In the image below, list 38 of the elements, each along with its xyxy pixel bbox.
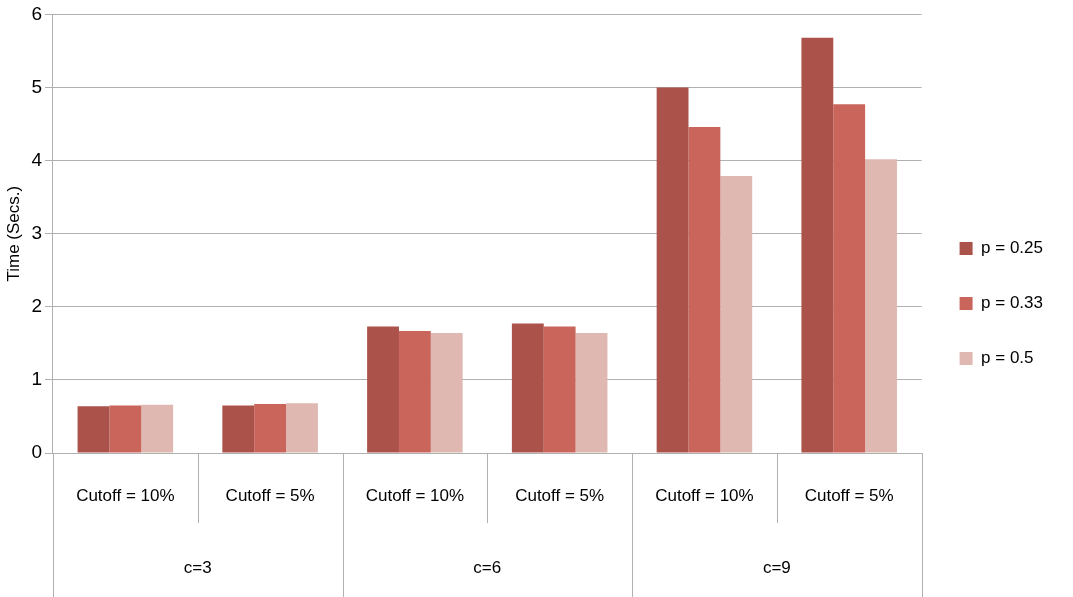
y-tick-label: 3 bbox=[31, 221, 42, 243]
y-tick-label: 1 bbox=[31, 368, 42, 390]
bar bbox=[543, 326, 576, 453]
bar bbox=[254, 404, 287, 453]
x-tick-label: Cutoff = 5% bbox=[515, 485, 605, 505]
x-tick-label: Cutoff = 10% bbox=[655, 485, 754, 505]
legend-label: p = 0.33 bbox=[981, 293, 1044, 313]
y-axis-title: Time (Secs.) bbox=[3, 185, 23, 282]
y-tick-label: 4 bbox=[31, 148, 43, 170]
legend-label: p = 0.5 bbox=[981, 348, 1034, 368]
bar bbox=[833, 104, 866, 453]
x-tick-label: Cutoff = 5% bbox=[804, 485, 894, 505]
bar bbox=[801, 37, 834, 453]
bar bbox=[430, 333, 463, 453]
text: c=6 bbox=[473, 557, 502, 577]
y-tick-label: 6 bbox=[31, 2, 42, 24]
y-tick-label: 2 bbox=[31, 295, 42, 317]
bar bbox=[656, 87, 689, 453]
x-tick-label: Cutoff = 5% bbox=[225, 485, 315, 505]
bar bbox=[77, 406, 110, 453]
legend-label: p = 0.25 bbox=[981, 238, 1044, 258]
bar bbox=[286, 403, 318, 453]
bar bbox=[109, 405, 142, 453]
x-tick-label: Cutoff = 10% bbox=[365, 485, 465, 505]
y-tick-label: 0 bbox=[31, 441, 42, 463]
y-tick-label: 5 bbox=[31, 75, 42, 97]
bar bbox=[141, 404, 174, 453]
bar bbox=[367, 326, 399, 453]
bar bbox=[222, 405, 255, 453]
bar bbox=[865, 159, 897, 453]
bar bbox=[688, 126, 721, 453]
bar bbox=[398, 330, 431, 453]
bar bbox=[511, 323, 544, 453]
bar bbox=[575, 333, 608, 453]
text: c=3 bbox=[183, 557, 212, 577]
text: c=9 bbox=[762, 557, 791, 577]
bar bbox=[720, 175, 753, 453]
x-tick-label: Cutoff = 10% bbox=[76, 485, 175, 505]
